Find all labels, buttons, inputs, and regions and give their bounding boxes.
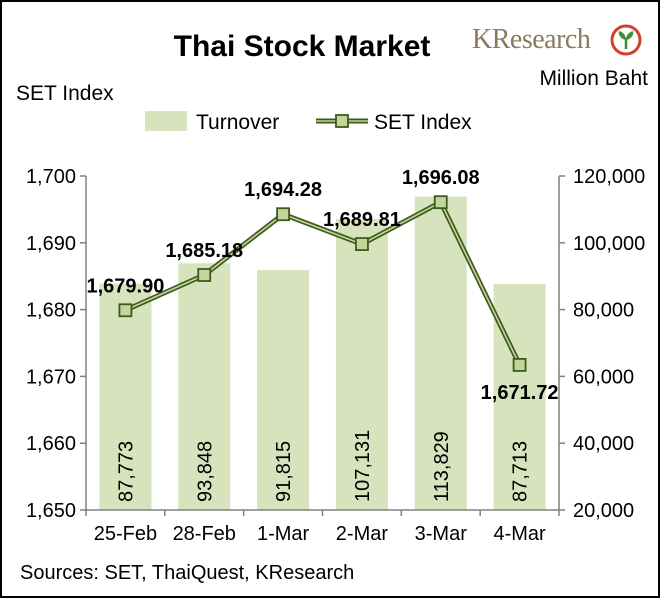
set-index-marker	[276, 207, 290, 222]
left-tick-label: 1,690	[26, 233, 76, 255]
brand-block: KResearch	[472, 24, 652, 58]
legend-set-index-label: SET Index	[374, 111, 472, 134]
right-tick-label: 80,000	[573, 300, 634, 322]
set-index-marker	[355, 237, 369, 251]
set-index-value-label: 1,694.28	[244, 179, 322, 201]
right-tick-label: 120,000	[573, 166, 645, 188]
left-tick-label: 1,650	[26, 500, 76, 522]
set-index-marker	[118, 303, 133, 318]
x-tick-label: 4-Mar	[493, 523, 546, 545]
left-tick-label: 1,670	[26, 366, 76, 388]
left-tick-label: 1,700	[26, 166, 76, 188]
set-index-value-label: 1,689.81	[323, 209, 401, 231]
set-index-marker	[197, 268, 212, 282]
set-index-value-label: 1,679.90	[86, 275, 164, 297]
right-tick-label: 100,000	[573, 233, 645, 255]
turnover-value-label: 87,773	[115, 441, 137, 502]
set-index-marker	[512, 358, 527, 372]
x-tick-label: 28-Feb	[173, 523, 236, 545]
x-tick-label: 2-Mar	[336, 523, 389, 545]
right-tick-label: 40,000	[573, 433, 634, 455]
set-index-value-label: 1,696.08	[402, 167, 480, 189]
right-tick-label: 60,000	[573, 366, 634, 388]
right-tick-label: 20,000	[573, 500, 634, 522]
legend-turnover-label: Turnover	[196, 111, 279, 134]
right-axis-title: Million Baht	[539, 67, 648, 90]
x-tick-label: 1-Mar	[257, 523, 310, 545]
turnover-bar	[257, 270, 310, 510]
set-index-value-label: 1,671.72	[481, 382, 559, 404]
turnover-bar	[493, 283, 546, 510]
turnover-bar	[99, 283, 152, 510]
kasikorn-leaf-logo-icon	[610, 24, 642, 56]
legend-turnover-swatch	[145, 111, 187, 131]
legend-set-index-marker	[335, 114, 349, 128]
turnover-value-label: 87,713	[510, 441, 532, 502]
set-index-marker	[433, 195, 448, 210]
turnover-bar	[335, 218, 388, 510]
left-tick-label: 1,680	[26, 300, 76, 322]
turnover-value-label: 107,131	[352, 430, 374, 502]
x-tick-label: 25-Feb	[94, 523, 157, 545]
set-index-line-highlight	[125, 201, 521, 366]
turnover-bar	[414, 196, 467, 510]
left-axis-title: SET Index	[16, 82, 114, 105]
turnover-value-label: 113,829	[431, 431, 453, 502]
chart-title: Thai Stock Market	[173, 30, 431, 63]
set-index-value-label: 1,685.18	[165, 240, 243, 262]
turnover-bar	[178, 263, 231, 510]
source-note: Sources: SET, ThaiQuest, KResearch	[20, 562, 355, 584]
x-tick-label: 3-Mar	[415, 523, 468, 545]
left-tick-label: 1,660	[26, 433, 76, 455]
turnover-value-label: 93,848	[194, 441, 216, 502]
brand-name: KResearch	[472, 24, 591, 55]
turnover-value-label: 91,815	[273, 441, 295, 502]
